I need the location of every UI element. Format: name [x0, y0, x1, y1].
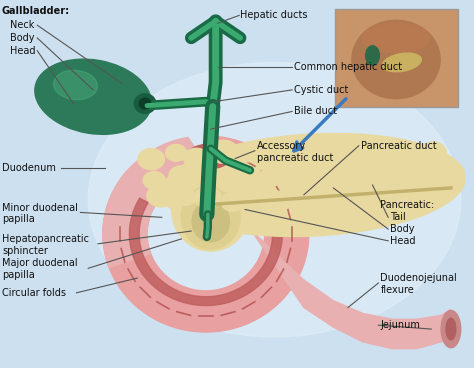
Polygon shape: [304, 280, 451, 349]
Ellipse shape: [139, 98, 151, 109]
Ellipse shape: [280, 144, 306, 164]
Ellipse shape: [165, 144, 187, 161]
Text: Duodenojejunal: Duodenojejunal: [380, 273, 457, 283]
Text: Pancreatic:: Pancreatic:: [380, 199, 435, 210]
Ellipse shape: [54, 70, 98, 100]
Bar: [335, 8, 458, 107]
Ellipse shape: [237, 145, 259, 162]
Text: Accessory: Accessory: [257, 141, 306, 151]
Text: Cystic duct: Cystic duct: [294, 85, 348, 95]
Ellipse shape: [143, 171, 165, 189]
Ellipse shape: [311, 185, 337, 205]
Ellipse shape: [400, 148, 427, 170]
Text: Common hepatic duct: Common hepatic duct: [294, 62, 402, 72]
Ellipse shape: [362, 23, 430, 53]
Text: Body: Body: [390, 224, 415, 234]
Text: papilla: papilla: [2, 270, 35, 280]
Ellipse shape: [329, 149, 351, 166]
Text: Minor duodenal: Minor duodenal: [2, 202, 78, 213]
Ellipse shape: [190, 163, 219, 186]
Ellipse shape: [138, 148, 164, 170]
Ellipse shape: [182, 185, 240, 249]
Ellipse shape: [240, 190, 267, 211]
Text: Hepatopancreatic: Hepatopancreatic: [2, 234, 89, 244]
Ellipse shape: [352, 20, 440, 99]
Text: Head: Head: [390, 236, 416, 246]
Ellipse shape: [147, 184, 175, 207]
Ellipse shape: [378, 145, 398, 161]
Ellipse shape: [358, 187, 385, 209]
Ellipse shape: [241, 172, 262, 189]
Ellipse shape: [221, 192, 245, 212]
Ellipse shape: [172, 168, 250, 251]
Ellipse shape: [209, 140, 238, 163]
Ellipse shape: [383, 53, 421, 72]
Text: Neck: Neck: [10, 20, 34, 30]
Text: Pancreatic duct: Pancreatic duct: [361, 141, 437, 151]
Ellipse shape: [187, 144, 231, 169]
Polygon shape: [129, 163, 283, 305]
Text: Head: Head: [10, 46, 35, 56]
Text: Major duodenal: Major duodenal: [2, 258, 78, 268]
Ellipse shape: [197, 149, 221, 164]
Ellipse shape: [169, 166, 194, 185]
Text: Hepatic ducts: Hepatic ducts: [240, 10, 308, 20]
Ellipse shape: [354, 148, 374, 164]
Ellipse shape: [261, 164, 284, 183]
Ellipse shape: [255, 144, 280, 164]
Ellipse shape: [333, 171, 353, 188]
Ellipse shape: [303, 145, 326, 163]
Text: pancreatic duct: pancreatic duct: [257, 152, 333, 163]
Ellipse shape: [192, 201, 229, 242]
Polygon shape: [103, 136, 309, 332]
Text: papilla: papilla: [2, 214, 35, 224]
Text: Jejunum: Jejunum: [380, 320, 420, 330]
Text: Gallbladder:: Gallbladder:: [2, 7, 70, 17]
Ellipse shape: [35, 59, 151, 134]
Ellipse shape: [283, 164, 311, 187]
Text: Bile duct: Bile duct: [294, 106, 337, 116]
Text: sphincter: sphincter: [2, 246, 48, 256]
Ellipse shape: [441, 311, 461, 348]
Ellipse shape: [335, 187, 363, 210]
Ellipse shape: [407, 171, 427, 187]
Ellipse shape: [88, 63, 461, 337]
Text: flexure: flexure: [380, 285, 414, 295]
Text: Body: Body: [10, 33, 34, 43]
Ellipse shape: [420, 142, 447, 163]
Ellipse shape: [134, 94, 156, 113]
Ellipse shape: [176, 189, 196, 205]
Ellipse shape: [361, 171, 382, 188]
Polygon shape: [103, 138, 304, 308]
Ellipse shape: [162, 134, 465, 237]
Text: Tail: Tail: [390, 212, 406, 222]
Ellipse shape: [293, 190, 313, 206]
Ellipse shape: [446, 318, 456, 340]
Ellipse shape: [308, 166, 333, 185]
Text: Circular folds: Circular folds: [2, 288, 66, 298]
Text: Duodenum: Duodenum: [2, 163, 56, 173]
Ellipse shape: [267, 191, 292, 210]
Ellipse shape: [365, 46, 379, 66]
Ellipse shape: [215, 169, 243, 192]
Ellipse shape: [376, 169, 402, 190]
Ellipse shape: [183, 148, 209, 169]
Ellipse shape: [194, 187, 221, 208]
